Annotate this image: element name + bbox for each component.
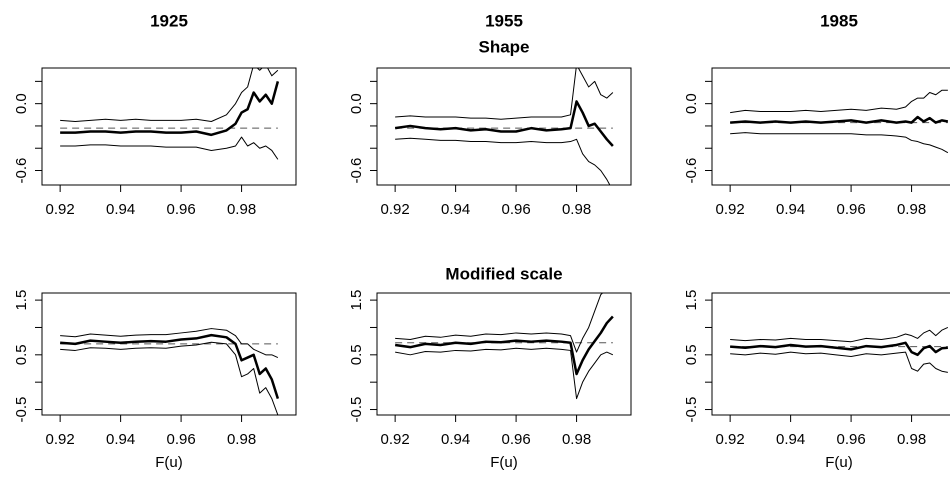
series-line: [395, 68, 614, 120]
plot-frame: [711, 292, 950, 416]
x-tick-label: 0.94: [106, 201, 135, 218]
series-line: [730, 89, 948, 114]
panel-title: 1955: [485, 11, 523, 30]
x-tick-label: 0.92: [46, 431, 75, 448]
plot-area: [60, 328, 280, 415]
series-line: [60, 341, 279, 415]
panel: 1985 0.92 0.94 0.96 0.98 0.0 -0.6: [683, 11, 950, 218]
y-tick-label: 0.5: [13, 344, 30, 365]
series-line: [60, 68, 279, 122]
series-line: [60, 328, 279, 359]
x-tick-label: 0.98: [562, 201, 591, 218]
y-tick-label: 0.0: [348, 93, 365, 114]
x-tick-label: 0.98: [562, 431, 591, 448]
plot-frame: [376, 292, 632, 416]
x-tick-label: 0.92: [716, 201, 745, 218]
panel-title: 1925: [150, 11, 188, 30]
series-line: [730, 327, 949, 343]
y-tick-label: -0.6: [683, 158, 700, 184]
y-tick-label: 1.5: [348, 290, 365, 311]
series-line: [395, 347, 614, 400]
plot-frame: [41, 67, 297, 186]
x-tick-label: 0.98: [227, 201, 256, 218]
x-tick-label: 0.94: [441, 201, 470, 218]
panel-title: 1985: [820, 11, 858, 30]
y-tick-label: 1.5: [683, 290, 700, 311]
panel: 1925 0.92 0.94 0.96 0.98 0.0 -0.6: [13, 11, 297, 218]
x-tick-label: 0.94: [106, 431, 135, 448]
plot-frame: [711, 67, 950, 186]
y-tick-label: -0.6: [348, 158, 365, 184]
x-tick-label: 0.96: [166, 431, 195, 448]
series-line: [60, 81, 280, 137]
x-tick-label: 0.94: [441, 431, 470, 448]
panel: F(u) 0.92 0.94 0.96 0.98 1.5 0.5 -0.5: [683, 290, 950, 471]
series-line: [394, 100, 614, 147]
x-tick-label: 0.98: [227, 431, 256, 448]
series-line: [730, 115, 949, 124]
x-tick-label: 0.96: [166, 201, 195, 218]
x-tick-label: 0.98: [897, 431, 926, 448]
y-tick-label: -0.5: [348, 397, 365, 423]
plot-area: [730, 89, 949, 154]
x-tick-label: 0.96: [836, 201, 865, 218]
series-line: [60, 136, 279, 160]
x-tick-label: 0.94: [776, 201, 805, 218]
x-tick-label: 0.96: [836, 431, 865, 448]
y-tick-label: -0.5: [683, 397, 700, 423]
x-axis-label: F(u): [490, 454, 518, 471]
x-axis-label: F(u): [825, 454, 853, 471]
plot-frame: [376, 67, 632, 186]
panel: 1955 Shape 0.92 0.94 0.96 0.98 0.0 -0.6: [348, 11, 632, 218]
x-tick-label: 0.92: [46, 201, 75, 218]
series-line: [60, 333, 280, 399]
y-tick-label: 1.5: [13, 290, 30, 311]
series-line: [730, 341, 948, 357]
series-line: [730, 132, 949, 154]
y-tick-label: 0.0: [683, 93, 700, 114]
x-axis-label: F(u): [155, 454, 183, 471]
plot-area: [730, 327, 949, 373]
x-tick-label: 0.92: [381, 201, 410, 218]
series-line: [395, 137, 611, 185]
x-tick-label: 0.98: [897, 201, 926, 218]
x-tick-label: 0.94: [776, 431, 805, 448]
y-tick-label: 0.5: [683, 344, 700, 365]
panel: Modified scale F(u) 0.92 0.94 0.96 0.98 1.5 0.5…: [348, 264, 632, 471]
x-tick-label: 0.96: [501, 431, 530, 448]
plot-area: [394, 68, 614, 185]
x-tick-label: 0.96: [501, 201, 530, 218]
plot-area: [394, 293, 614, 400]
panel-subtitle: Shape: [478, 37, 529, 56]
y-tick-label: -0.5: [13, 397, 30, 423]
panel: F(u) 0.92 0.94 0.96 0.98 1.5 0.5 -0.5: [13, 290, 297, 471]
x-tick-label: 0.92: [381, 431, 410, 448]
y-tick-label: 0.5: [348, 344, 365, 365]
y-tick-label: -0.6: [13, 158, 30, 184]
series-line: [394, 315, 614, 376]
series-line: [730, 351, 948, 373]
plot-frame: [41, 292, 297, 416]
plot-area: [60, 68, 280, 160]
x-tick-label: 0.92: [716, 431, 745, 448]
series-line: [395, 293, 604, 353]
panel-title: Modified scale: [445, 264, 562, 283]
y-tick-label: 0.0: [13, 93, 30, 114]
